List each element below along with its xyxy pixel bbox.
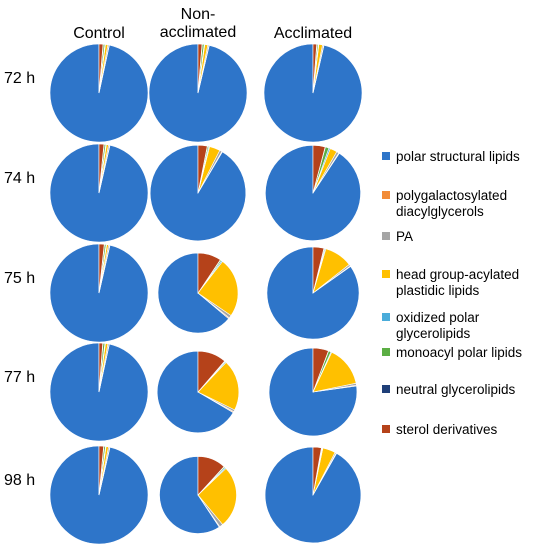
row-label-77-h: 77 h <box>4 369 35 386</box>
slice-sterol-derivatives <box>312 145 326 194</box>
slice-head-group-acylated-plastidic-lipids <box>197 468 237 525</box>
legend-item-pa: PA <box>382 229 413 244</box>
slice-sterol-derivatives <box>312 446 322 496</box>
slice-polar-structural-lipids <box>156 350 234 434</box>
slice-sterol-derivatives <box>98 445 104 496</box>
pie-72-h-acclimated <box>263 43 363 143</box>
pie-77-h-non-acclimated <box>156 350 240 434</box>
pie-74-h-acclimated <box>265 145 361 241</box>
slice-polar-structural-lipids <box>159 456 220 534</box>
slice-sterol-derivatives <box>197 350 226 393</box>
legend-swatch <box>382 348 390 356</box>
row-label-98-h: 98 h <box>4 472 35 489</box>
pie-72-h-non-acclimated <box>148 43 248 143</box>
column-header-control: Control <box>73 25 125 42</box>
pie-98-h-acclimated <box>264 446 362 544</box>
legend-label: sterol derivatives <box>396 422 498 437</box>
legend-item-sterol-derivatives: sterol derivatives <box>382 422 498 437</box>
pie-72-h-control <box>49 43 149 143</box>
legend-swatch <box>382 270 390 278</box>
legend-item-neutral-glycerolipids: neutral glycerolipids <box>382 382 516 397</box>
legend-item-head-group-acylated-plastidic-lipids: head group-acylated plastidic lipids <box>382 267 519 298</box>
pie-98-h-control <box>49 445 149 545</box>
legend-label: polar structural lipids <box>396 149 520 164</box>
slice-sterol-derivatives <box>197 144 208 194</box>
slice-sterol-derivatives <box>197 252 221 294</box>
row-headers: 72 h 74 h 75 h 77 h 98 h <box>4 70 35 489</box>
slice-polar-structural-lipids <box>157 252 230 334</box>
column-header-acclimated: Acclimated <box>274 25 352 42</box>
slice-sterol-derivatives <box>312 347 329 393</box>
slice-sterol-derivatives <box>98 243 105 294</box>
slice-sterol-derivatives <box>312 43 318 94</box>
column-header-non-acclimated: Non-acclimated <box>160 6 236 41</box>
pie-74-h-non-acclimated <box>149 144 247 242</box>
legend-label: neutral glycerolipids <box>396 382 516 397</box>
pie-75-h-non-acclimated <box>157 252 239 334</box>
legend-swatch <box>382 425 390 433</box>
legend-label: PA <box>396 229 413 244</box>
legend-label: head group-acylated plastidic lipids <box>396 267 519 298</box>
slice-sterol-derivatives <box>98 342 104 393</box>
legend: polar structural lipids polygalactosylate… <box>382 149 522 437</box>
pie-77-h-control <box>49 342 149 442</box>
slice-sterol-derivatives <box>312 246 325 294</box>
legend-swatch <box>382 152 390 160</box>
legend-label: polygalactosylated diacylglycerols <box>396 188 507 219</box>
row-label-74-h: 74 h <box>4 170 35 187</box>
pie-75-h-control <box>49 243 149 343</box>
legend-swatch <box>382 191 390 199</box>
pie-charts <box>49 43 363 545</box>
row-label-72-h: 72 h <box>4 70 35 87</box>
slice-polar-structural-lipids <box>268 347 358 437</box>
slice-head-group-acylated-plastidic-lipids <box>197 260 239 316</box>
legend-item-polar-structural-lipids: polar structural lipids <box>382 149 520 164</box>
slice-sterol-derivatives <box>98 143 105 194</box>
slice-sterol-derivatives <box>197 456 225 496</box>
legend-swatch <box>382 232 390 240</box>
pie-75-h-acclimated <box>266 246 360 340</box>
pie-74-h-control <box>49 143 149 243</box>
pie-77-h-acclimated <box>268 347 358 437</box>
slice-sterol-derivatives <box>197 43 203 94</box>
pie-98-h-non-acclimated <box>159 456 237 534</box>
legend-item-oxidized-polar-glycerolipids: oxidized polar glycerolipids <box>382 310 480 341</box>
slice-head-group-acylated-plastidic-lipids <box>197 362 240 411</box>
column-headers: Control Non-acclimated Acclimated <box>73 6 352 42</box>
legend-item-polygalactosylated-diacylglycerols: polygalactosylated diacylglycerols <box>382 188 507 219</box>
legend-swatch <box>382 313 390 321</box>
legend-swatch <box>382 385 390 393</box>
legend-label: monoacyl polar lipids <box>396 345 522 360</box>
slice-sterol-derivatives <box>98 43 104 94</box>
row-label-75-h: 75 h <box>4 270 35 287</box>
legend-item-monoacyl-polar-lipids: monoacyl polar lipids <box>382 345 522 360</box>
legend-label: oxidized polar glycerolipids <box>396 310 480 341</box>
